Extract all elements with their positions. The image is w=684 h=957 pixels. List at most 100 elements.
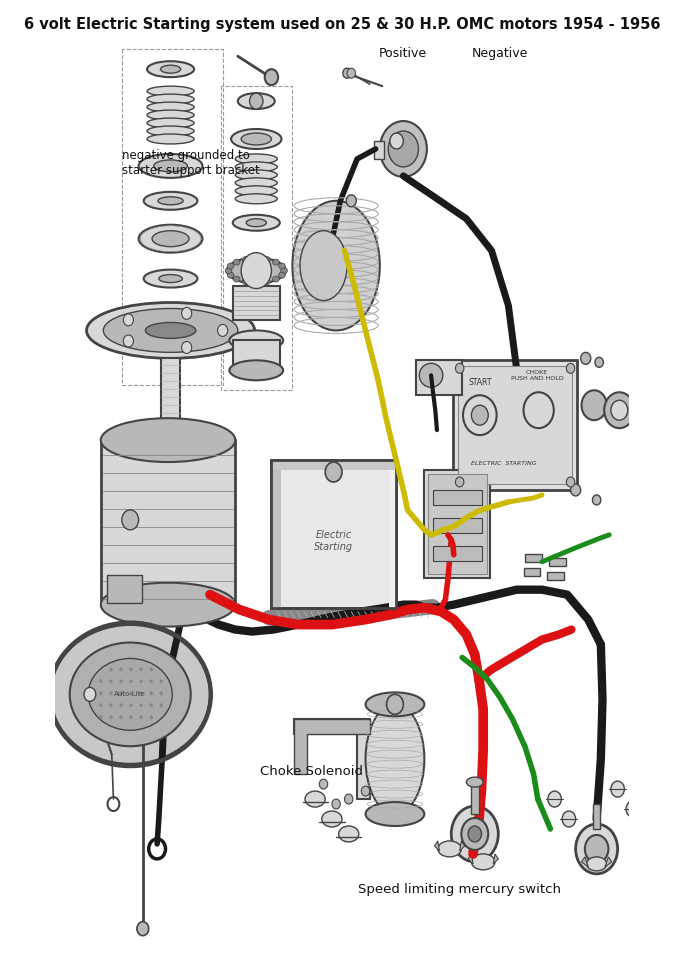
Ellipse shape: [139, 225, 202, 253]
Ellipse shape: [587, 857, 607, 871]
Ellipse shape: [84, 687, 96, 701]
Text: Electric
Starting: Electric Starting: [314, 530, 353, 552]
Ellipse shape: [343, 68, 352, 78]
Ellipse shape: [365, 692, 424, 716]
Bar: [453, 361, 577, 490]
Ellipse shape: [611, 781, 624, 797]
Ellipse shape: [109, 691, 113, 696]
Ellipse shape: [154, 160, 187, 172]
Ellipse shape: [626, 801, 640, 817]
Polygon shape: [460, 841, 464, 851]
Ellipse shape: [109, 679, 113, 683]
Ellipse shape: [144, 270, 198, 287]
Ellipse shape: [182, 342, 192, 353]
Ellipse shape: [51, 625, 210, 765]
Bar: [458, 367, 573, 484]
Ellipse shape: [122, 510, 139, 530]
Ellipse shape: [227, 263, 234, 269]
Ellipse shape: [238, 93, 275, 109]
Ellipse shape: [144, 191, 198, 210]
Text: Auto-Lite: Auto-Lite: [114, 691, 146, 698]
Ellipse shape: [280, 268, 287, 274]
Ellipse shape: [523, 392, 554, 428]
Ellipse shape: [146, 323, 196, 339]
Bar: [471, 784, 479, 814]
Bar: [272, 460, 396, 608]
Bar: [433, 518, 482, 533]
Ellipse shape: [129, 691, 133, 696]
Ellipse shape: [99, 715, 103, 720]
Ellipse shape: [139, 154, 202, 178]
Ellipse shape: [438, 841, 461, 857]
Ellipse shape: [566, 364, 575, 373]
Ellipse shape: [278, 263, 285, 269]
Ellipse shape: [242, 278, 249, 284]
Ellipse shape: [339, 826, 359, 842]
Ellipse shape: [305, 791, 325, 807]
Ellipse shape: [129, 667, 133, 672]
Ellipse shape: [147, 86, 194, 96]
Ellipse shape: [123, 335, 133, 347]
Ellipse shape: [150, 691, 153, 696]
Ellipse shape: [463, 395, 497, 435]
Ellipse shape: [158, 197, 183, 205]
Ellipse shape: [101, 418, 235, 462]
Ellipse shape: [250, 93, 263, 109]
Ellipse shape: [140, 715, 143, 720]
Text: Choke Solenoid: Choke Solenoid: [261, 765, 363, 778]
Ellipse shape: [99, 691, 103, 696]
Ellipse shape: [182, 307, 192, 320]
Ellipse shape: [581, 352, 591, 365]
Ellipse shape: [263, 278, 270, 284]
Ellipse shape: [152, 231, 189, 247]
Ellipse shape: [137, 922, 148, 936]
Ellipse shape: [263, 256, 270, 262]
Ellipse shape: [581, 390, 607, 420]
Ellipse shape: [129, 715, 133, 720]
Ellipse shape: [233, 214, 280, 231]
Ellipse shape: [147, 94, 194, 104]
Ellipse shape: [595, 357, 603, 367]
Ellipse shape: [140, 667, 143, 672]
Ellipse shape: [461, 818, 488, 850]
Text: Positive: Positive: [378, 47, 426, 60]
Ellipse shape: [235, 170, 277, 180]
Polygon shape: [294, 720, 370, 774]
Ellipse shape: [150, 703, 153, 707]
Ellipse shape: [150, 667, 153, 672]
Bar: [416, 361, 462, 395]
Ellipse shape: [147, 110, 194, 120]
Ellipse shape: [140, 679, 143, 683]
Ellipse shape: [293, 201, 380, 330]
Ellipse shape: [611, 400, 628, 420]
Bar: [374, 141, 384, 159]
Ellipse shape: [585, 835, 608, 863]
Bar: [233, 285, 280, 321]
Ellipse shape: [322, 811, 342, 827]
Ellipse shape: [159, 679, 163, 683]
Bar: [428, 474, 486, 574]
Ellipse shape: [300, 231, 347, 300]
Text: Negative: Negative: [472, 47, 528, 60]
Bar: [593, 804, 600, 829]
Ellipse shape: [361, 786, 370, 796]
Polygon shape: [605, 857, 611, 867]
Ellipse shape: [109, 703, 113, 707]
Ellipse shape: [347, 68, 356, 78]
Ellipse shape: [604, 392, 635, 428]
Polygon shape: [581, 857, 588, 867]
Ellipse shape: [99, 679, 103, 683]
Ellipse shape: [365, 802, 424, 826]
Ellipse shape: [451, 806, 499, 862]
Ellipse shape: [566, 477, 575, 487]
Ellipse shape: [325, 462, 342, 482]
Ellipse shape: [466, 777, 483, 787]
Ellipse shape: [345, 794, 353, 804]
Ellipse shape: [225, 268, 232, 274]
Ellipse shape: [332, 799, 341, 809]
Ellipse shape: [246, 219, 266, 227]
Ellipse shape: [123, 314, 133, 326]
Ellipse shape: [319, 779, 328, 790]
Ellipse shape: [70, 642, 191, 746]
Ellipse shape: [471, 854, 495, 870]
